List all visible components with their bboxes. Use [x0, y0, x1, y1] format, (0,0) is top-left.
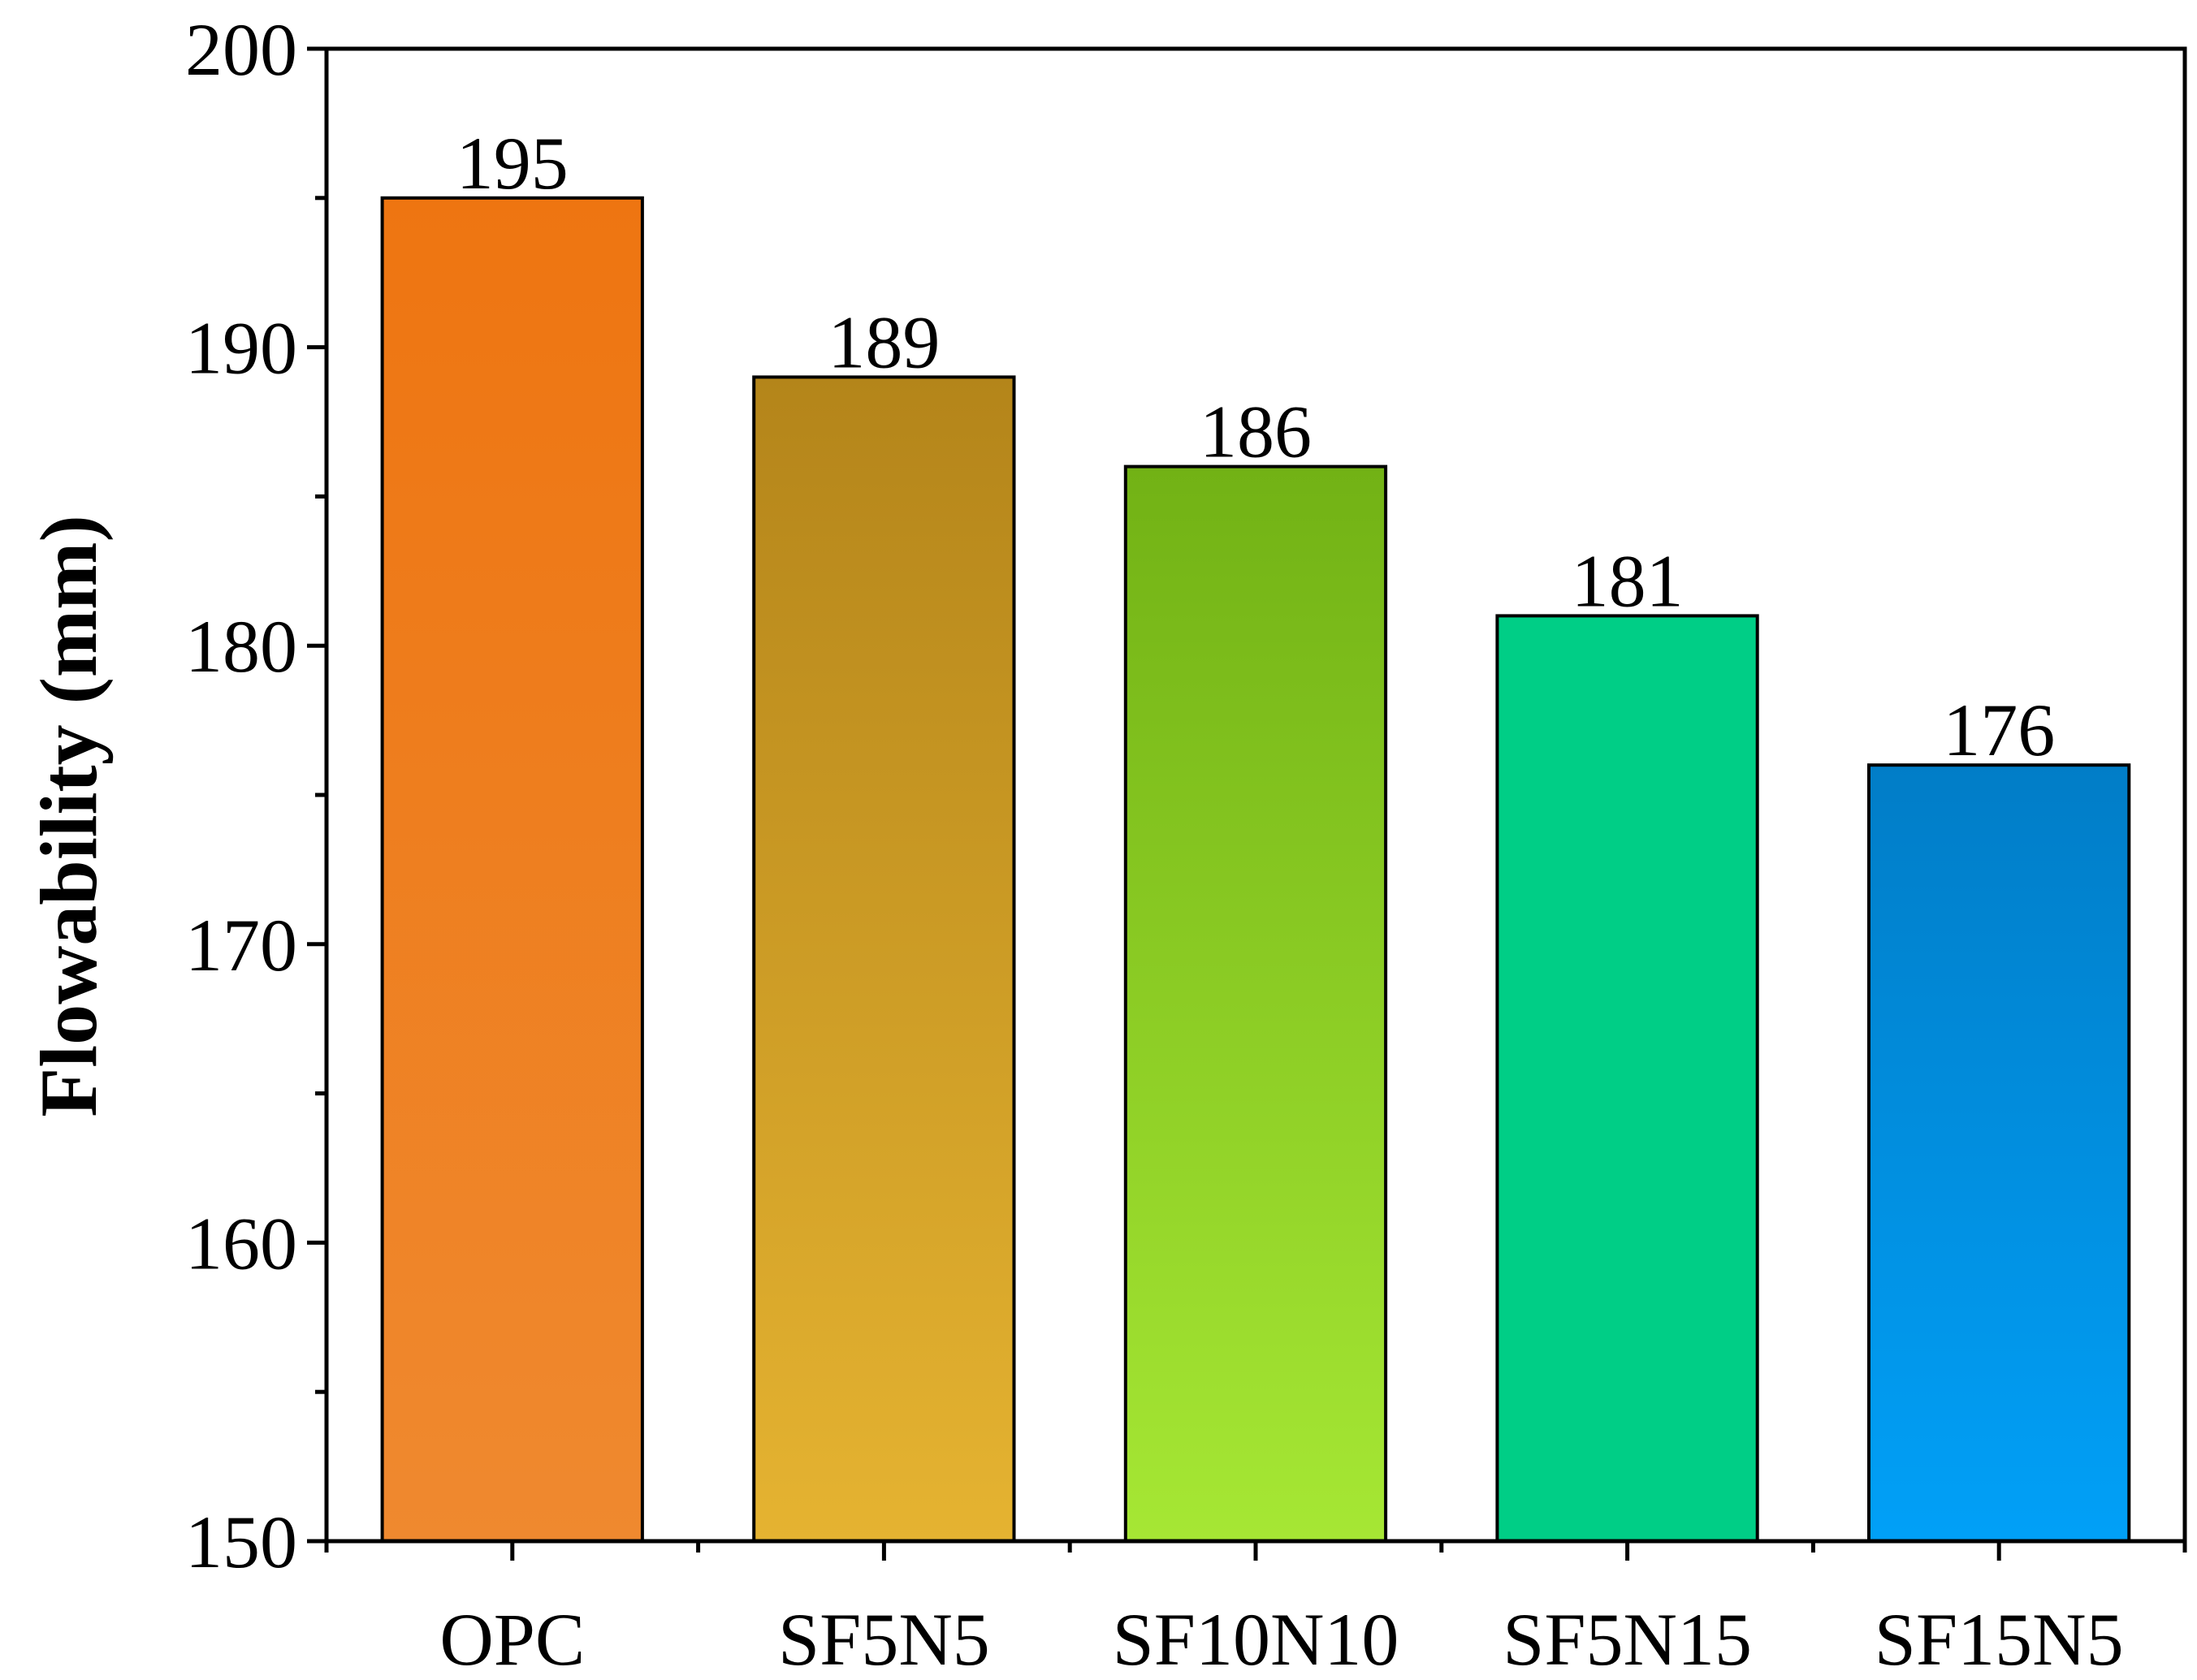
x-tick-label-SF15N5: SF15N5 [1875, 1598, 2124, 1680]
x-tick-label-SF10N10: SF10N10 [1113, 1598, 1399, 1680]
bar-SF5N15 [1495, 614, 1759, 1543]
y-tick-label-160: 160 [185, 1202, 297, 1285]
y-tick-label-170: 170 [185, 904, 297, 987]
y-tick-label-190: 190 [185, 307, 297, 390]
x-tick-label-SF5N5: SF5N5 [778, 1598, 990, 1680]
bar-SF5N5 [752, 375, 1016, 1543]
data-label-SF5N5: 189 [828, 300, 940, 383]
bar-SF10N10 [1123, 464, 1388, 1543]
data-label-OPC: 195 [456, 122, 569, 205]
y-tick-label-180: 180 [185, 605, 297, 688]
bar-OPC [380, 196, 644, 1543]
y-axis-label: Flowability (mm) [24, 515, 114, 1117]
data-label-SF15N5: 176 [1943, 689, 2055, 771]
data-label-SF5N15: 181 [1572, 539, 1684, 622]
x-tick-label-SF5N15: SF5N15 [1503, 1598, 1752, 1680]
x-tick-label-OPC: OPC [439, 1598, 585, 1680]
bar-SF15N5 [1867, 763, 2131, 1543]
y-tick-label-200: 200 [185, 8, 297, 91]
data-label-SF10N10: 186 [1200, 391, 1312, 473]
y-tick-label-150: 150 [185, 1501, 297, 1583]
